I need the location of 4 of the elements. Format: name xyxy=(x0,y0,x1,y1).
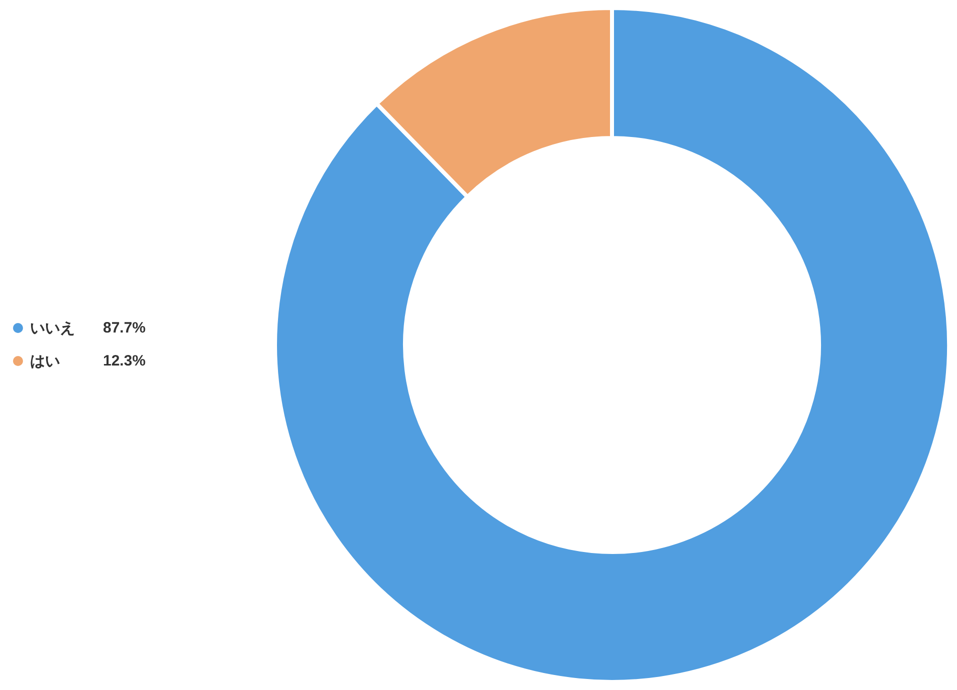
legend-label: いいえ xyxy=(30,319,75,337)
data-label: 12.3% xyxy=(103,352,146,370)
legend-label: はい xyxy=(30,352,60,370)
data-label: 87.7% xyxy=(103,320,146,336)
